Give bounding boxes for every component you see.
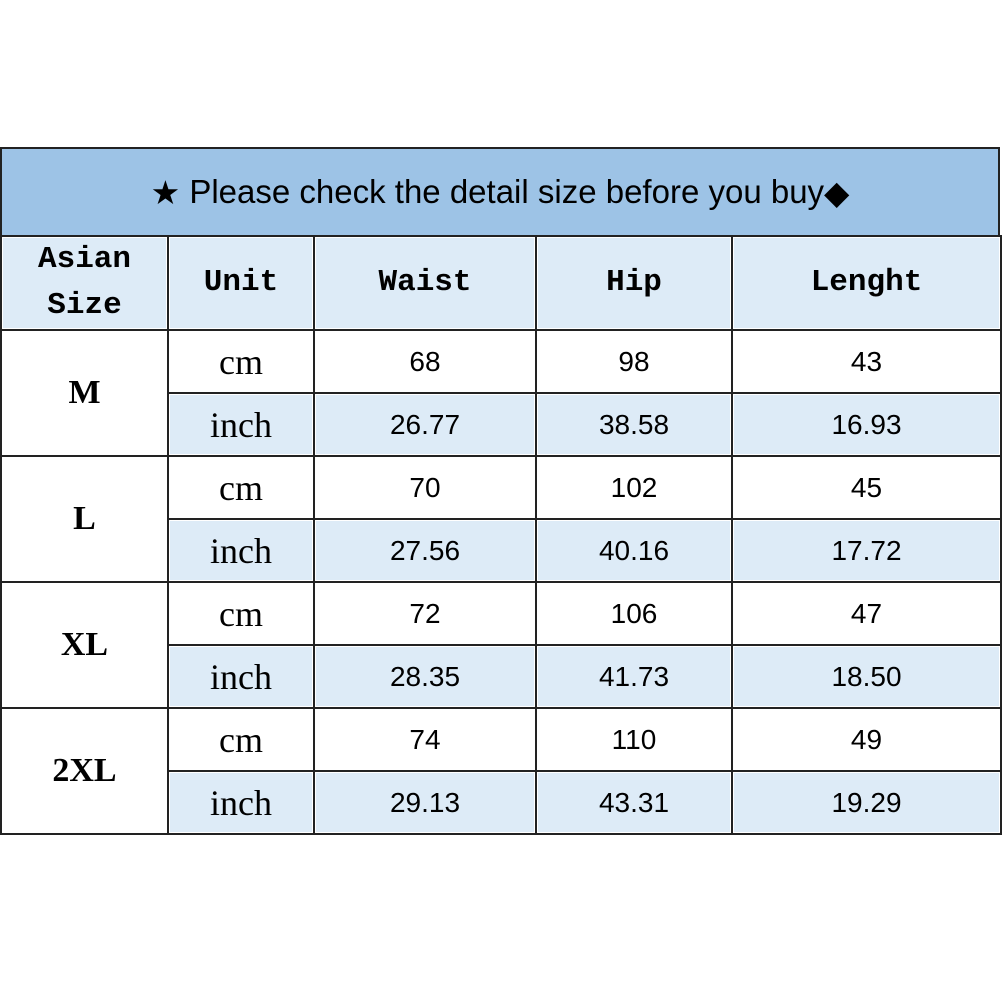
unit-cell: inch	[167, 644, 315, 709]
hip-cell: 102	[535, 455, 733, 520]
waist-cell: 74	[313, 707, 537, 772]
hip-cell: 110	[535, 707, 733, 772]
length-cell: 17.72	[731, 518, 1002, 583]
star-icon: ★	[150, 173, 181, 211]
header-unit: Unit	[167, 235, 315, 331]
table-row: inch 28.35 41.73 18.50	[1, 644, 1002, 709]
waist-cell: 29.13	[313, 770, 537, 835]
waist-cell: 28.35	[313, 644, 537, 709]
size-cell: L	[0, 455, 169, 583]
hip-cell: 43.31	[535, 770, 733, 835]
table-row: 2XL cm 74 110 49	[0, 707, 1002, 835]
size-cell: M	[0, 329, 169, 457]
waist-cell: 27.56	[313, 518, 537, 583]
unit-cell: cm	[167, 329, 315, 394]
length-cell: 18.50	[731, 644, 1002, 709]
length-cell: 45	[731, 455, 1002, 520]
unit-cell: cm	[167, 455, 315, 520]
header-hip: Hip	[535, 235, 733, 331]
diamond-icon: ◆	[824, 173, 850, 211]
table-row: inch 29.13 43.31 19.29	[1, 770, 1002, 835]
unit-cell: cm	[167, 707, 315, 772]
title-text: Please check the detail size before you …	[189, 173, 825, 210]
header-row: Asian Size Unit Waist Hip Lenght	[0, 235, 1002, 331]
hip-cell: 41.73	[535, 644, 733, 709]
table-row: inch 27.56 40.16 17.72	[1, 518, 1002, 583]
unit-cell: cm	[167, 581, 315, 646]
waist-cell: 26.77	[313, 392, 537, 457]
unit-cell: inch	[167, 392, 315, 457]
header-waist: Waist	[313, 235, 537, 331]
hip-cell: 106	[535, 581, 733, 646]
waist-cell: 68	[313, 329, 537, 394]
length-cell: 49	[731, 707, 1002, 772]
size-cell: XL	[0, 581, 169, 709]
table-row: inch 26.77 38.58 16.93	[1, 392, 1002, 457]
hip-cell: 40.16	[535, 518, 733, 583]
header-asian: Asian	[37, 242, 131, 277]
header-size: Size	[47, 288, 122, 323]
length-cell: 16.93	[731, 392, 1002, 457]
length-cell: 43	[731, 329, 1002, 394]
hip-cell: 38.58	[535, 392, 733, 457]
unit-cell: inch	[167, 518, 315, 583]
length-cell: 47	[731, 581, 1002, 646]
waist-cell: 70	[313, 455, 537, 520]
title-banner: ★ Please check the detail size before yo…	[0, 147, 1000, 235]
unit-cell: inch	[167, 770, 315, 835]
waist-cell: 72	[313, 581, 537, 646]
length-cell: 19.29	[731, 770, 1002, 835]
hip-cell: 98	[535, 329, 733, 394]
table-row: XL cm 72 106 47	[0, 581, 1002, 709]
header-length: Lenght	[731, 235, 1002, 331]
size-chart: ★ Please check the detail size before yo…	[0, 147, 1002, 835]
size-cell: 2XL	[0, 707, 169, 835]
header-asian-size: Asian Size	[0, 235, 169, 331]
